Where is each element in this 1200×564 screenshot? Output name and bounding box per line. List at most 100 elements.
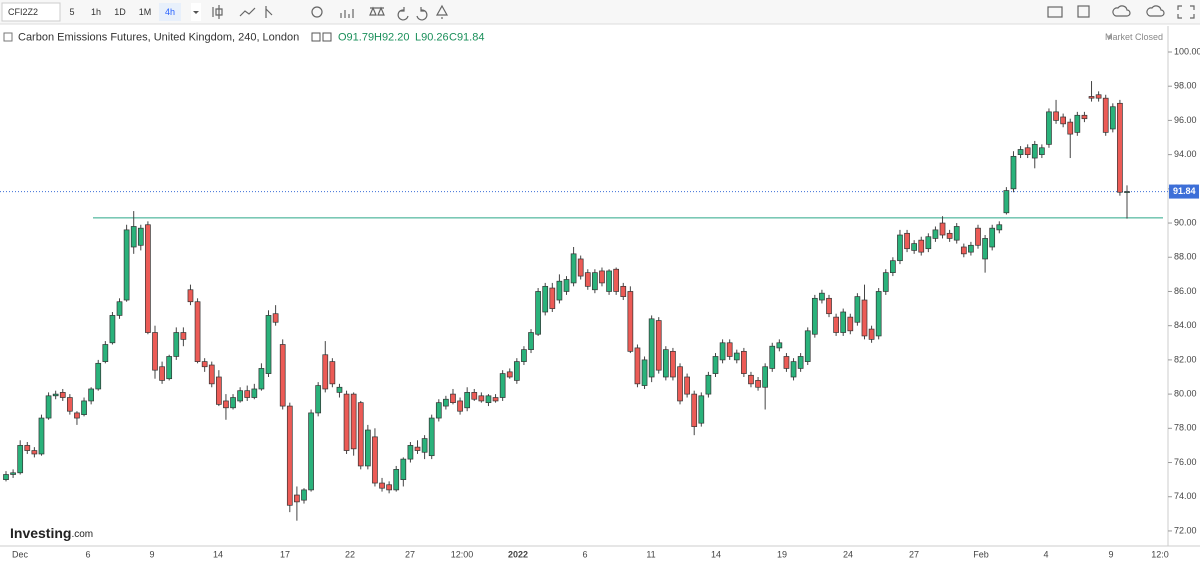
- last-price-label: 91.84: [1173, 186, 1196, 196]
- x-tick-label: 6: [582, 549, 587, 559]
- candle-body: [868, 328, 875, 340]
- candle-body: [1109, 106, 1116, 130]
- candle-body: [364, 429, 371, 467]
- x-tick-label: 11: [646, 549, 655, 559]
- candle-body: [563, 279, 570, 292]
- candle-body: [975, 227, 981, 246]
- candle-body: [386, 484, 392, 491]
- candle-body: [790, 361, 797, 378]
- candle-body: [996, 224, 1003, 231]
- candle-body: [762, 366, 769, 388]
- candle-body: [95, 362, 102, 390]
- x-tick-label: 9: [1108, 549, 1113, 559]
- alert-icon[interactable]: [435, 4, 449, 19]
- candle-body: [1003, 190, 1010, 214]
- candle-body: [804, 330, 811, 362]
- candle-body: [329, 361, 336, 385]
- candle-body: [336, 386, 343, 393]
- ohlc-value: C91.84: [449, 31, 484, 43]
- y-tick-label: 90.00: [1174, 217, 1197, 227]
- x-tick-label: 24: [843, 549, 853, 559]
- ohlc-value: H92.20: [374, 31, 409, 43]
- settings-icon[interactable]: [311, 6, 323, 18]
- candle-body: [499, 373, 506, 398]
- interval-button[interactable]: [159, 3, 181, 21]
- fullscreen-icon[interactable]: [1177, 5, 1195, 19]
- candle-body: [272, 313, 279, 323]
- collapse-icon[interactable]: [3, 32, 13, 42]
- y-tick-label: 82.00: [1174, 354, 1197, 364]
- candle-body: [31, 450, 38, 455]
- candle-body: [890, 260, 896, 274]
- interval-label: 1h: [91, 7, 101, 17]
- candle-body: [833, 316, 839, 333]
- candle-body: [1024, 147, 1031, 155]
- y-tick-label: 86.00: [1174, 286, 1197, 296]
- y-tick-label: 74.00: [1174, 491, 1197, 501]
- candle-body: [748, 374, 754, 385]
- candle-body: [613, 268, 620, 292]
- candle-body: [258, 368, 265, 390]
- candle-body: [769, 345, 776, 369]
- undo-icon[interactable]: [397, 7, 409, 21]
- candle-body: [279, 344, 286, 407]
- candle-body: [443, 398, 449, 407]
- candle-body: [315, 385, 322, 414]
- candle-body: [24, 445, 31, 451]
- x-tick-label: 17: [280, 549, 290, 559]
- candle-body: [1102, 97, 1109, 133]
- candle-body: [783, 356, 790, 369]
- candle-body: [861, 299, 868, 337]
- candle-body: [1095, 94, 1102, 99]
- candle-body: [400, 458, 407, 480]
- redo-icon[interactable]: [416, 7, 428, 21]
- candle-body: [357, 402, 364, 467]
- candle-body: [1046, 111, 1052, 145]
- y-tick-label: 76.00: [1174, 457, 1197, 467]
- compare-icon[interactable]: [369, 6, 385, 16]
- candle-body: [52, 393, 59, 397]
- candle-body: [875, 291, 882, 337]
- candle-body: [584, 272, 591, 287]
- candle-body: [421, 438, 428, 453]
- indicator-icon[interactable]: [265, 6, 273, 18]
- candle-body: [116, 301, 123, 316]
- toolbar: CFI2Z2: [0, 0, 1200, 25]
- studies-icon[interactable]: [340, 9, 354, 18]
- ohlc-value: L90.26: [415, 31, 449, 43]
- candle-body: [215, 376, 222, 405]
- x-tick-label: 4: [1043, 549, 1048, 559]
- line-icon[interactable]: [239, 7, 256, 17]
- interval-button[interactable]: [61, 3, 83, 21]
- x-tick-label: 14: [213, 549, 223, 559]
- interval-button[interactable]: [134, 3, 156, 21]
- candles-icon[interactable]: [212, 5, 223, 19]
- save-icon[interactable]: [1112, 5, 1131, 17]
- load-icon[interactable]: [1146, 5, 1165, 17]
- candle-body: [684, 376, 690, 395]
- candle-body: [343, 393, 350, 451]
- snapshot-icon[interactable]: [1047, 6, 1063, 18]
- interval-button[interactable]: [109, 3, 131, 21]
- layout-icon[interactable]: [1077, 5, 1090, 18]
- candle-body: [606, 270, 612, 292]
- candle-body: [450, 393, 456, 404]
- candle-body: [1053, 111, 1059, 121]
- candle-body: [549, 287, 556, 309]
- candle-body: [1074, 114, 1081, 133]
- x-tick-label: 14: [711, 549, 721, 559]
- candle-body: [719, 342, 726, 361]
- symbol-box[interactable]: [1, 2, 61, 22]
- candle-body: [946, 232, 953, 239]
- interval-button[interactable]: [85, 3, 107, 21]
- candle-body: [1117, 102, 1123, 193]
- candle-body: [109, 315, 116, 344]
- candle-body: [17, 445, 24, 474]
- eye-icon: [311, 32, 321, 42]
- candle-body: [223, 400, 229, 409]
- candle-body: [528, 332, 534, 350]
- candle-body: [1060, 116, 1066, 125]
- candle-body: [123, 229, 130, 301]
- candle-body: [393, 469, 400, 491]
